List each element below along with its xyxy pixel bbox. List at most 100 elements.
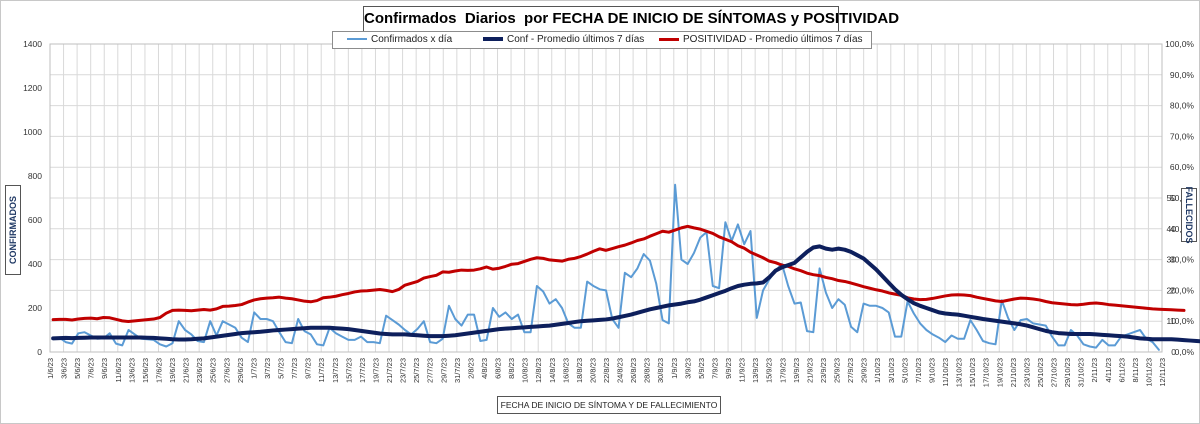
y-right-tick-label: 100,0% [1165, 39, 1194, 49]
x-tick-label: 13/7/23 [331, 358, 340, 383]
x-tick-label: 19/9/23 [792, 358, 801, 383]
x-tick-label: 19/7/23 [371, 358, 380, 383]
y-right-tick-label: 90,0% [1170, 70, 1195, 80]
x-tick-label: 9/6/23 [100, 358, 109, 379]
x-tick-label: 1/10/23 [873, 358, 882, 383]
x-tick-label: 12/11/23 [1158, 358, 1167, 387]
x-tick-label: 4/8/23 [480, 358, 489, 379]
x-tick-label: 21/9/23 [805, 358, 814, 383]
x-tick-label: 25/9/23 [833, 358, 842, 383]
x-tick-label: 16/8/23 [561, 358, 570, 383]
y-axis-right-label: FALLECIDOS [1184, 186, 1194, 244]
chart-title: Confirmados Diarios por FECHA DE INICIO … [363, 6, 899, 32]
x-tick-label: 1/9/23 [670, 358, 679, 379]
legend-swatch-positividad [659, 37, 679, 41]
x-tick-label: 19/10/23 [995, 358, 1004, 387]
series-line-positividad [51, 224, 1186, 324]
x-tick-label: 29/10/23 [1063, 358, 1072, 387]
x-tick-label: 9/10/23 [927, 358, 936, 383]
x-tick-label: 3/9/23 [683, 358, 692, 379]
x-tick-label: 15/9/23 [765, 358, 774, 383]
x-tick-label: 1/6/23 [46, 358, 55, 379]
x-tick-label: 19/6/23 [168, 358, 177, 383]
x-tick-label: 17/7/23 [358, 358, 367, 383]
x-tick-label: 26/8/23 [629, 358, 638, 383]
x-tick-label: 22/8/23 [602, 358, 611, 383]
y-right-inner-tick-label: 40 [1167, 224, 1177, 234]
x-tick-label: 25/6/23 [209, 358, 218, 383]
x-tick-label: 5/9/23 [697, 358, 706, 379]
x-tick-label: 17/10/23 [982, 358, 991, 387]
x-tick-label: 6/8/23 [494, 358, 503, 379]
y-left-tick-label: 1000 [23, 127, 42, 137]
x-tick-label: 5/10/23 [900, 358, 909, 383]
x-tick-label: 11/6/23 [114, 358, 123, 382]
x-tick-label: 5/6/23 [73, 358, 82, 379]
y-left-tick-label: 1400 [23, 39, 42, 49]
x-tick-label: 15/10/23 [968, 358, 977, 387]
y-right-tick-label: 10,0% [1170, 316, 1195, 326]
x-tick-label: 5/7/23 [277, 358, 286, 379]
x-tick-label: 7/6/23 [87, 358, 96, 379]
x-tick-label: 29/9/23 [860, 358, 869, 383]
y-axis-left-ticks: 0 200 400 600 800 1000 1200 1400 [23, 39, 42, 357]
x-tick-label: 11/9/23 [738, 358, 747, 382]
x-tick-label: 23/9/23 [819, 358, 828, 383]
x-tick-label: 9/9/23 [724, 358, 733, 379]
y-right-inner-tick-label: 20 [1167, 285, 1177, 295]
x-tick-label: 3/6/23 [60, 358, 69, 379]
x-tick-label: 13/10/23 [955, 358, 964, 387]
x-tick-label: 13/6/23 [127, 358, 136, 383]
x-tick-label: 23/10/23 [1022, 358, 1031, 387]
y-axis-left-label: CONFIRMADOS [8, 196, 18, 264]
x-tick-label: 29/6/23 [236, 358, 245, 383]
x-tick-label: 31/7/23 [453, 358, 462, 383]
legend-swatch-confirmados [347, 38, 367, 41]
x-tick-label: 23/6/23 [195, 358, 204, 383]
x-tick-label: 21/6/23 [182, 358, 191, 383]
x-tick-label: 2/8/23 [466, 358, 475, 379]
x-tick-label: 6/11/23 [1117, 358, 1126, 382]
x-tick-label: 12/8/23 [534, 358, 543, 383]
y-right-inner-tick-label: 0 [1171, 347, 1176, 357]
x-tick-label: 17/6/23 [154, 358, 163, 383]
x-tick-label: 21/10/23 [1009, 358, 1018, 387]
legend-item-confirmados: Confirmados x día [347, 32, 452, 48]
x-tick-label: 8/8/23 [507, 358, 516, 379]
legend-item-positividad: POSITIVIDAD - Promedio últimos 7 días [659, 32, 863, 48]
x-tick-label: 27/10/23 [1050, 358, 1059, 387]
x-tick-label: 30/8/23 [656, 358, 665, 383]
x-tick-label: 15/7/23 [344, 358, 353, 383]
x-tick-label: 23/7/23 [399, 358, 408, 383]
y-right-inner-tick-label: 10 [1167, 316, 1177, 326]
x-tick-label: 7/7/23 [290, 358, 299, 379]
y-left-tick-label: 200 [28, 303, 42, 313]
x-tick-label: 14/8/23 [548, 358, 557, 383]
y-axis-left-label-box: CONFIRMADOS [5, 185, 21, 275]
x-tick-label: 31/10/23 [1077, 358, 1086, 387]
x-tick-label: 11/7/23 [317, 358, 326, 382]
x-tick-label: 1/7/23 [249, 358, 258, 379]
y-axis-right-label-box: FALLECIDOS [1181, 186, 1197, 244]
y-left-tick-label: 0 [37, 347, 42, 357]
x-tick-label: 3/7/23 [263, 358, 272, 379]
legend-label-confirmados: Confirmados x día [371, 34, 453, 45]
x-tick-label: 3/10/23 [887, 358, 896, 383]
x-axis-label: FECHA DE INICIO DE SÍNTOMA Y DE FALLECIM… [497, 396, 721, 414]
y-left-tick-label: 800 [28, 171, 42, 181]
y-right-tick-label: 0,0% [1175, 347, 1195, 357]
x-tick-label: 7/10/23 [914, 358, 923, 383]
legend-swatch-conf-promedio [483, 37, 503, 42]
x-tick-label: 9/7/23 [304, 358, 313, 379]
y-right-inner-tick-label: 50 [1167, 193, 1177, 203]
x-tick-label: 25/7/23 [412, 358, 421, 383]
y-left-tick-label: 400 [28, 259, 42, 269]
y-right-tick-label: 60,0% [1170, 162, 1195, 172]
legend-item-conf-promedio: Conf - Promedio últimos 7 días [483, 32, 644, 48]
x-axis-ticks: 1/6/23 3/6/23 5/6/23 7/6/23 9/6/23 11/6/23 13/… [46, 358, 1167, 387]
y-left-tick-label: 600 [28, 215, 42, 225]
y-axis-right-inner-ticks: 0 10 20 30 40 50 [1167, 193, 1177, 357]
x-tick-label: 18/8/23 [575, 358, 584, 383]
y-right-inner-tick-label: 30 [1167, 255, 1177, 265]
x-tick-label: 10/11/23 [1144, 358, 1153, 387]
